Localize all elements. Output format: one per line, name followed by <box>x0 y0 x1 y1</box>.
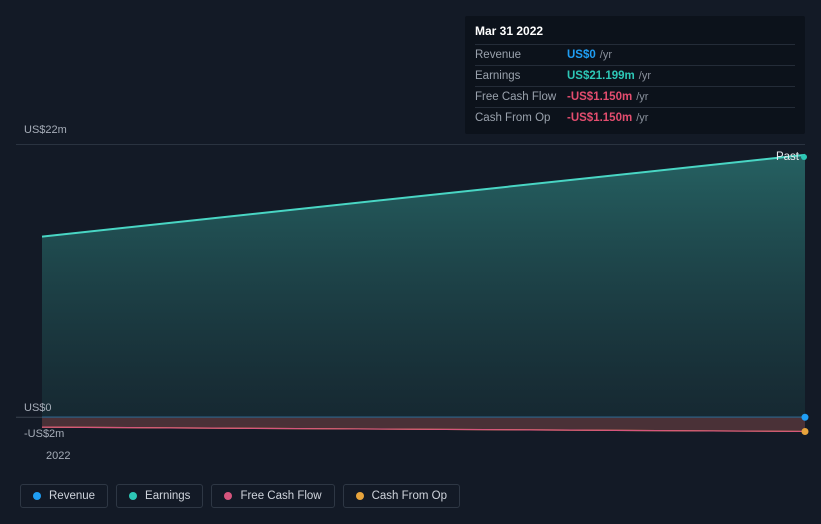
legend-label: Cash From Op <box>372 490 447 502</box>
past-marker-dot <box>801 154 807 160</box>
legend-toggle-cfo[interactable]: Cash From Op <box>343 484 460 508</box>
x-axis-label-2022: 2022 <box>46 450 70 462</box>
legend-label: Earnings <box>145 490 190 502</box>
tooltip-value: -US$1.150m <box>567 112 632 124</box>
tooltip-value: US$21.199m <box>567 70 635 82</box>
series-revenue-end-dot <box>802 414 809 421</box>
tooltip-unit: /yr <box>639 70 651 82</box>
tooltip-value: US$0 <box>567 49 596 61</box>
y-axis-label-zero: US$0 <box>24 402 52 414</box>
chart-svg <box>16 145 805 442</box>
series-cash-from-op-end-dot <box>802 428 809 435</box>
tooltip-row-earnings: Earnings US$21.199m /yr <box>475 65 795 86</box>
tooltip-label: Cash From Op <box>475 112 567 124</box>
legend-label: Free Cash Flow <box>240 490 321 502</box>
tooltip-label: Revenue <box>475 49 567 61</box>
legend-swatch-icon <box>224 492 232 500</box>
tooltip-row-revenue: Revenue US$0 /yr <box>475 44 795 65</box>
legend-label: Revenue <box>49 490 95 502</box>
tooltip-date: Mar 31 2022 <box>475 24 795 44</box>
tooltip-value: -US$1.150m <box>567 91 632 103</box>
series-earnings-area <box>42 155 805 417</box>
y-axis-label-bottom: -US$2m <box>24 428 64 440</box>
legend: Revenue Earnings Free Cash Flow Cash Fro… <box>20 484 460 508</box>
tooltip-unit: /yr <box>636 91 648 103</box>
tooltip-label: Free Cash Flow <box>475 91 567 103</box>
past-label: Past <box>776 151 799 163</box>
legend-swatch-icon <box>129 492 137 500</box>
legend-swatch-icon <box>356 492 364 500</box>
tooltip-row-cfo: Cash From Op -US$1.150m /yr <box>475 107 795 128</box>
chart[interactable]: US$22m Past US$0 <box>16 124 805 446</box>
plot-area: Past <box>16 144 805 442</box>
tooltip-unit: /yr <box>636 112 648 124</box>
y-axis-label-top: US$22m <box>24 124 67 136</box>
legend-toggle-earnings[interactable]: Earnings <box>116 484 203 508</box>
legend-toggle-fcf[interactable]: Free Cash Flow <box>211 484 334 508</box>
tooltip-label: Earnings <box>475 70 567 82</box>
legend-toggle-revenue[interactable]: Revenue <box>20 484 108 508</box>
legend-swatch-icon <box>33 492 41 500</box>
tooltip-unit: /yr <box>600 49 612 61</box>
tooltip-row-fcf: Free Cash Flow -US$1.150m /yr <box>475 86 795 107</box>
data-tooltip: Mar 31 2022 Revenue US$0 /yr Earnings US… <box>465 16 805 134</box>
